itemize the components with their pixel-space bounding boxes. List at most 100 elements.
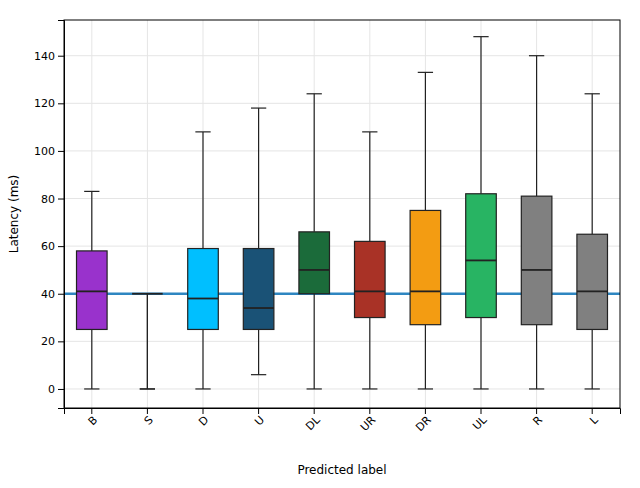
whisker-low [592,329,593,389]
x-tick-mark [91,408,92,414]
whisker-high [202,132,203,249]
cap-high [585,93,600,94]
y-tick-mark [58,389,64,390]
y-tick-mark [58,151,64,152]
box [410,210,441,324]
cap-low [251,374,266,375]
box [132,293,163,294]
box [188,249,219,330]
y-tick-label: 120 [34,97,55,110]
y-tick: 140 [34,50,64,63]
x-tick: DL [303,408,323,433]
whisker-high [536,56,537,196]
x-tick-mark [481,408,482,414]
cap-low [473,388,488,389]
box-plot [466,37,497,389]
x-tick-label: B [86,414,101,429]
cap-low [195,388,210,389]
box-plot [188,132,219,389]
y-tick-label: 140 [34,50,55,63]
box-plot [77,191,108,389]
whisker-low [258,329,259,374]
y-tick-mark [58,56,64,57]
cap-high [418,72,433,73]
whisker-high [369,132,370,241]
x-axis-line [65,409,621,415]
y-axis: 020406080100120140 [34,21,65,409]
x-tick-label: DL [303,413,323,433]
whisker-low [536,325,537,389]
chart: 020406080100120140BSDUDLURDRULRLPredicte… [0,0,640,488]
median [188,298,219,300]
x-tick: B [86,408,101,428]
cap-low [140,388,155,389]
cap-low [585,388,600,389]
x-axis: B S D U DL UR DR UL R L [65,408,621,434]
cap-low [418,388,433,389]
plot: 020406080100120140BSDUDLURDRULRL [34,20,621,434]
box [299,232,330,294]
y-tick-label: 20 [41,335,55,348]
box-plot [355,132,386,389]
median [77,290,108,292]
whisker-high [258,108,259,248]
box-plot [521,56,552,389]
box-plot [577,94,608,389]
y-tick-mark [58,246,64,247]
whisker-high [592,94,593,234]
y-tick: 40 [41,288,64,301]
x-tick: D [196,408,211,429]
y-axis-title: Latency (ms) [7,175,21,254]
x-tick-label: R [530,413,545,428]
whisker-high [91,191,92,251]
x-tick-label: D [196,414,211,429]
x-tick-mark [203,408,204,414]
y-tick-mark [58,103,64,104]
marks [64,37,620,389]
x-tick-label: L [587,413,601,427]
y-tick: 60 [41,240,64,253]
x-tick: DR [413,408,434,434]
box [77,251,108,330]
cap-high [529,55,544,56]
x-tick-mark [147,408,148,414]
median [521,269,552,271]
cap-high [195,131,210,132]
y-grid-line [64,388,620,389]
median [577,290,608,292]
x-tick-label: U [252,414,267,429]
y-tick: 20 [41,335,64,348]
x-tick: UR [358,408,379,434]
whisker-high [480,37,481,194]
whisker-low [369,318,370,389]
x-tick-label: DR [413,413,434,434]
y-tick: 100 [34,145,64,158]
cap-low [529,388,544,389]
box-plot [132,294,163,389]
box-plot [410,72,441,389]
x-tick-label: S [142,414,156,428]
box [521,196,552,325]
median [132,293,163,295]
x-tick: S [142,408,156,428]
whisker-high [147,294,148,389]
box [355,241,386,317]
median [410,290,441,292]
x-tick-mark [369,408,370,414]
y-tick-label: 100 [34,145,55,158]
box [243,249,274,330]
x-grid-line [203,20,204,408]
whisker-high [425,72,426,210]
y-tick-label: 40 [41,288,55,301]
x-tick-label: UL [470,413,490,433]
y-tick-mark [58,341,64,342]
median [243,307,274,309]
whisker-low [314,294,315,389]
x-grid-line [592,20,593,408]
x-tick: R [530,408,545,428]
x-grid-line [91,20,92,408]
y-tick-label: 60 [41,240,55,253]
median [355,290,386,292]
y-tick: 120 [34,97,64,110]
cap-low [84,388,99,389]
